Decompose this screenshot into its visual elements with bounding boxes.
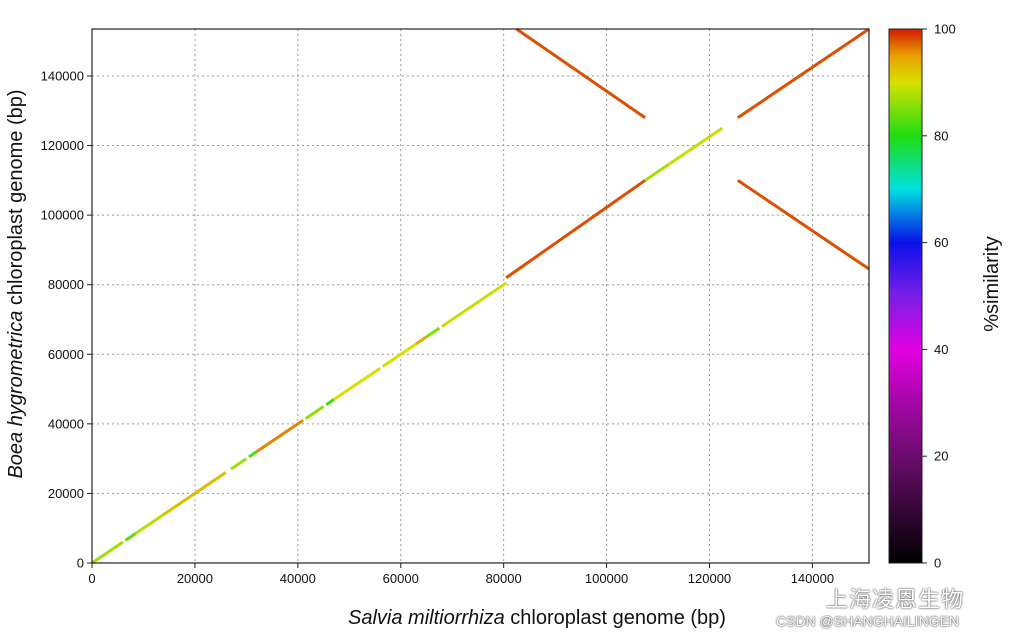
similarity-segment xyxy=(515,27,647,119)
x-tick-label: 60000 xyxy=(383,571,419,586)
y-tick-label: 100000 xyxy=(41,208,84,223)
similarity-segment xyxy=(381,342,418,368)
colorbar-tick-label: 80 xyxy=(934,128,948,143)
x-tick-label: 80000 xyxy=(486,571,522,586)
y-tick-label: 0 xyxy=(77,556,84,571)
x-tick-label: 20000 xyxy=(177,571,213,586)
similarity-segment xyxy=(441,281,508,328)
colorbar-tick-label: 0 xyxy=(934,556,941,571)
similarity-segment xyxy=(230,457,248,471)
similarity-segment xyxy=(415,335,428,346)
x-tick-label: 0 xyxy=(88,571,95,586)
x-tick-label: 120000 xyxy=(688,571,731,586)
similarity-segments xyxy=(91,27,870,565)
similarity-segment xyxy=(304,405,325,420)
similarity-segment xyxy=(736,179,870,271)
y-tick-label: 20000 xyxy=(48,486,84,501)
similarity-segment xyxy=(736,27,870,119)
grid-lines xyxy=(92,29,869,563)
similarity-segment xyxy=(248,450,258,459)
similarity-segment xyxy=(124,532,137,542)
similarity-segment xyxy=(425,326,441,339)
watermark-source: CSDN @SHANGHAILINGEN xyxy=(776,613,960,629)
watermark-brand: 上海凌恩生物 xyxy=(826,587,965,612)
similarity-segment xyxy=(333,366,381,401)
y-tick-label: 80000 xyxy=(48,277,84,292)
colorbar-tick-label: 100 xyxy=(934,22,956,37)
x-tick-label: 100000 xyxy=(585,571,628,586)
x-axis-title: Salvia miltiorrhiza chloroplast genome (… xyxy=(348,607,726,629)
y-tick-label: 140000 xyxy=(41,68,84,83)
y-tick-label: 120000 xyxy=(41,138,84,153)
colorbar-title: %similarity xyxy=(981,236,1003,332)
x-axis-ticks: 0 20000 40000 60000 80000 100000 120000 140000 xyxy=(88,563,834,586)
wechat-logo-icon xyxy=(791,581,819,604)
similarity-segment xyxy=(644,163,670,182)
x-tick-label: 40000 xyxy=(280,571,316,586)
colorbar-tick-label: 60 xyxy=(934,235,948,250)
similarity-segment xyxy=(134,513,165,535)
colorbar-tick-label: 40 xyxy=(934,342,948,357)
y-axis-ticks: 0 20000 40000 60000 80000 100000 120000 140000 xyxy=(41,68,92,571)
y-tick-label: 40000 xyxy=(48,416,84,431)
similarity-segment xyxy=(163,471,227,516)
colorbar-tick-label: 20 xyxy=(934,449,948,464)
colorbar xyxy=(888,28,923,564)
y-axis-title: Boea hygrometrica chloroplast genome (bp… xyxy=(5,89,27,478)
similarity-segment xyxy=(667,126,724,166)
similarity-segment xyxy=(325,398,335,406)
similarity-segment xyxy=(91,540,124,565)
similarity-segment xyxy=(505,179,647,279)
similarity-segment xyxy=(255,419,304,453)
colorbar-ticks: 0 20 40 60 80 100 xyxy=(922,22,956,571)
plot-frame xyxy=(91,28,870,564)
y-tick-label: 60000 xyxy=(48,347,84,362)
